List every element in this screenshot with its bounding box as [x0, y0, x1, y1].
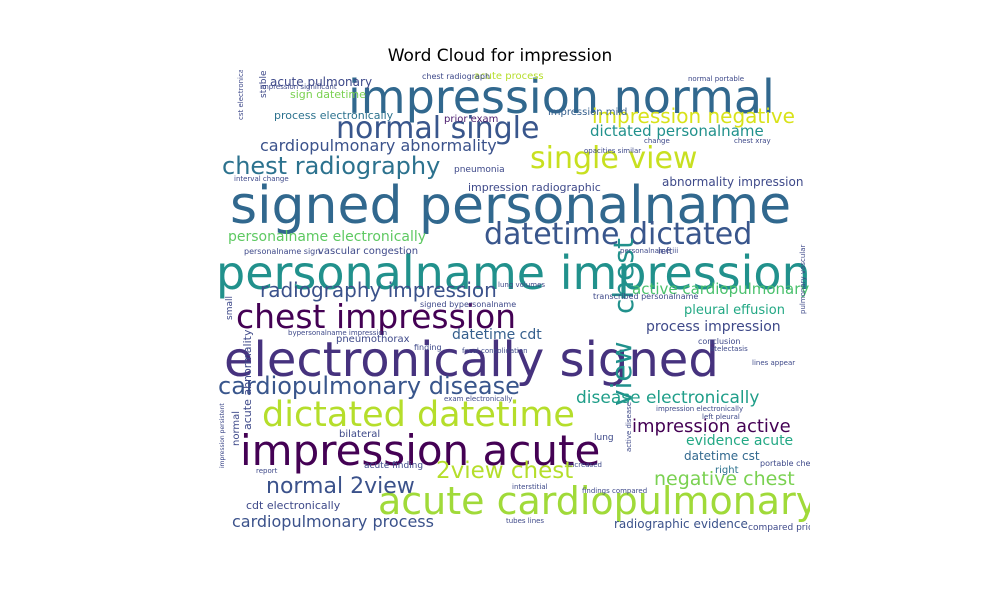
cloud-word: finding [414, 343, 442, 352]
cloud-word: tubes lines [506, 517, 545, 525]
cloud-word: impression negative [592, 104, 795, 128]
cloud-word: acute abnormality [241, 329, 254, 430]
cloud-word: compared prior [748, 523, 810, 533]
cloud-word: datetime cdt [452, 327, 542, 343]
cloud-word: bypersonalname impression [288, 329, 388, 337]
cloud-word: personalname sign [244, 247, 321, 256]
cloud-word: process impression [646, 319, 781, 335]
cloud-word: impression significant [260, 83, 337, 91]
cloud-word: lung volumes [498, 281, 546, 289]
cloud-word: chest impression [236, 297, 517, 336]
cloud-word: right [715, 465, 739, 476]
cloud-word: impression radiographic [468, 181, 601, 194]
cloud-word: cdt electronically [246, 499, 341, 512]
cloud-word: exam electronically [444, 395, 513, 403]
cloud-word: personalname iii [620, 247, 679, 255]
cloud-word: signed personalname [230, 176, 792, 236]
cloud-word: impression active [632, 416, 791, 437]
cloud-word: active cardiopulmonary [632, 280, 810, 298]
word-cloud: signed personalname electronically signed… [212, 70, 810, 536]
cloud-word: radiographic evidence [614, 517, 748, 531]
cloud-word: cst electronically [237, 70, 245, 120]
cloud-word: acute cardiopulmonary [378, 479, 810, 523]
cloud-word: interval change [234, 175, 289, 183]
chart-title: Word Cloud for impression [387, 46, 613, 66]
cloud-word: findings compared [582, 487, 648, 495]
cloud-word: 2view chest [436, 458, 574, 484]
cloud-word: conclusion [698, 337, 741, 346]
cloud-word: evidence acute [686, 433, 794, 449]
cloud-word: normal 2view [266, 474, 415, 499]
cloud-word: dictated personalname [590, 122, 764, 140]
cloud-word: normal single [336, 111, 540, 146]
cloud-word: datetime cst [684, 449, 760, 463]
cloud-word: cardiopulmonary process [232, 512, 434, 531]
cloud-word: impression normal [348, 70, 775, 124]
cloud-word: personalname electronically [228, 229, 427, 245]
cloud-word: lines appear [752, 359, 796, 367]
cloud-word: left [658, 247, 673, 257]
cloud-word: negative chest [654, 468, 795, 490]
cloud-word: portable chest [760, 459, 810, 468]
cloud-word: vascular congestion [318, 246, 419, 257]
cloud-word: pneumonia [454, 165, 505, 175]
cloud-word: prior exam [444, 114, 499, 125]
cloud-word: pneumothorax [336, 334, 410, 345]
cloud-word: electronically signed [224, 332, 719, 388]
cloud-word: single view [530, 141, 698, 176]
cloud-word: transcribed personalname [593, 292, 699, 301]
cloud-word: impression persistent [219, 403, 226, 468]
cloud-word: disease electronically [576, 388, 760, 408]
cloud-word: chest radiograph [422, 72, 491, 81]
cloud-word: lung [594, 433, 614, 443]
cloud-word: opacities similar [584, 147, 642, 155]
cloud-word: bilateral [339, 429, 381, 440]
cloud-word: small [225, 296, 235, 320]
cloud-word: radiography impression [260, 278, 497, 302]
cloud-word: acute pulmonary [270, 75, 373, 89]
cloud-word: normal [231, 410, 242, 446]
cloud-word: signed bypersonalname [420, 300, 517, 309]
cloud-word: impression electronically [656, 405, 744, 413]
cloud-word: dictated datetime [262, 395, 575, 435]
cloud-word: interstitial [512, 483, 548, 491]
cloud-word: personalname impression [216, 246, 810, 300]
cloud-word: impression mild [548, 107, 628, 118]
cloud-word: abnormality impression [662, 175, 804, 189]
cloud-word: normal portable [688, 75, 745, 83]
cloud-word: change [644, 137, 670, 145]
cloud-word: pleural effusion [684, 303, 785, 318]
cloud-word: sign datetime [290, 88, 366, 101]
cloud-word: cardiopulmonary disease [218, 372, 520, 400]
cloud-word: process electronically [274, 109, 394, 122]
cloud-word: acute finding [364, 461, 424, 471]
cloud-word: atelectasis [710, 345, 748, 353]
cloud-word: acute process [474, 71, 544, 82]
cloud-word: report [256, 467, 278, 475]
cloud-word: active disease [625, 401, 633, 452]
cloud-word: left pleural [702, 413, 740, 421]
cloud-word: increased [568, 461, 602, 469]
cloud-word: datetime dictated [484, 217, 753, 252]
cloud-word: chest radiography [222, 152, 441, 180]
cloud-word: cardiopulmonary abnormality [260, 136, 497, 155]
cloud-word: pulmonary vascular [799, 244, 807, 314]
cloud-word: focal consolidation [462, 347, 528, 355]
cloud-word: impression acute [240, 426, 601, 475]
cloud-word: chest xray [734, 137, 771, 145]
